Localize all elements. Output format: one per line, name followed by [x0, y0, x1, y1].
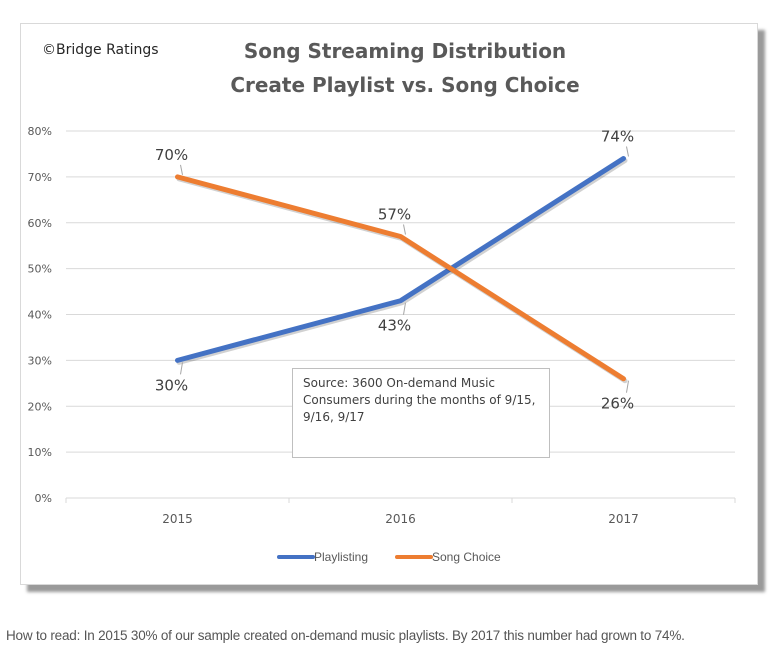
axes: 0% 10% 20% 30% 40% 50% 60% 70% 80% 2015 2016 2017 [28, 125, 736, 526]
legend: Playlisting Song Choice [277, 550, 501, 564]
how-to-read-caption: How to read: In 2015 30% of our sample c… [6, 628, 685, 643]
x-tick-label: 2016 [385, 512, 416, 526]
data-label: 26% [601, 395, 634, 413]
y-tick-label: 20% [28, 400, 52, 413]
y-tick-label: 60% [28, 217, 52, 230]
y-tick-label: 70% [28, 171, 52, 184]
y-tick-label: 80% [28, 125, 52, 138]
y-tick-label: 30% [28, 354, 52, 367]
x-tick-label: 2017 [608, 512, 639, 526]
leader-line [180, 164, 183, 175]
data-labels: 30% 43% 74% 70% 57% 26% [155, 128, 634, 413]
y-tick-label: 40% [28, 309, 52, 322]
leader-line [626, 380, 629, 393]
chart-title: Song Streaming Distribution [244, 39, 566, 63]
data-label: 30% [155, 376, 188, 394]
source-annotation: Source: 3600 On-demand Music Consumers d… [292, 368, 550, 458]
copyright-label: ©Bridge Ratings [42, 42, 159, 58]
data-label: 43% [378, 317, 411, 335]
legend-label: Playlisting [314, 550, 368, 564]
gridlines [66, 130, 735, 499]
y-tick-label: 0% [35, 492, 52, 505]
data-label: 57% [378, 206, 411, 224]
x-tick-label: 2015 [162, 512, 193, 526]
chart-subtitle: Create Playlist vs. Song Choice [230, 73, 579, 97]
leader-line [403, 302, 406, 315]
series [175, 156, 628, 384]
legend-label: Song Choice [432, 550, 501, 564]
leader-line [180, 362, 183, 375]
leader-line [626, 146, 629, 157]
leader-line [403, 224, 406, 235]
y-tick-label: 10% [28, 446, 52, 459]
data-label: 74% [601, 128, 634, 146]
data-label: 70% [155, 146, 188, 164]
y-tick-label: 50% [28, 263, 52, 276]
